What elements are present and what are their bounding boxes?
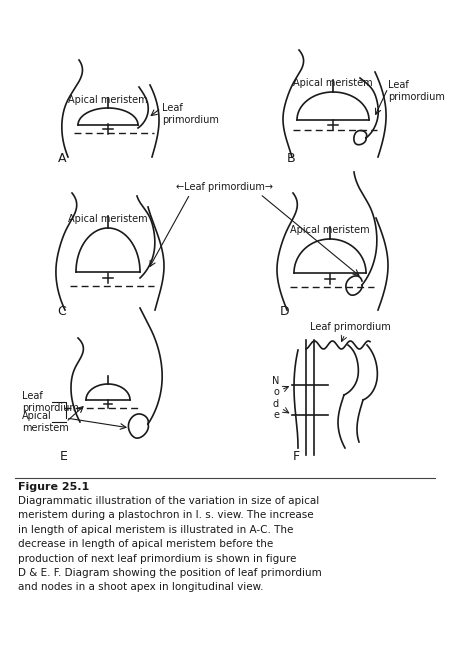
- Text: D: D: [280, 305, 290, 318]
- Text: E: E: [60, 450, 68, 463]
- Text: Leaf
primordium: Leaf primordium: [388, 80, 445, 102]
- Text: C: C: [57, 305, 66, 318]
- Text: ←Leaf primordium→: ←Leaf primordium→: [176, 182, 273, 192]
- Text: Apical meristem: Apical meristem: [68, 95, 148, 105]
- Text: F: F: [293, 450, 300, 463]
- Text: Apical meristem: Apical meristem: [290, 225, 370, 235]
- Text: Figure 25.1: Figure 25.1: [18, 482, 89, 492]
- Text: N
o
d
e: N o d e: [272, 376, 280, 421]
- Text: B: B: [287, 152, 296, 165]
- Text: A: A: [58, 152, 67, 165]
- Text: Apical meristem: Apical meristem: [293, 78, 373, 88]
- Text: Apical
meristem: Apical meristem: [22, 411, 69, 433]
- Text: Diagrammatic illustration of the variation in size of apical
meristem during a p: Diagrammatic illustration of the variati…: [18, 496, 322, 593]
- Text: Leaf
primordium: Leaf primordium: [22, 391, 79, 413]
- Text: Leaf primordium: Leaf primordium: [310, 322, 391, 332]
- Text: Leaf
primordium: Leaf primordium: [162, 103, 219, 125]
- Text: Apical meristem: Apical meristem: [68, 214, 148, 224]
